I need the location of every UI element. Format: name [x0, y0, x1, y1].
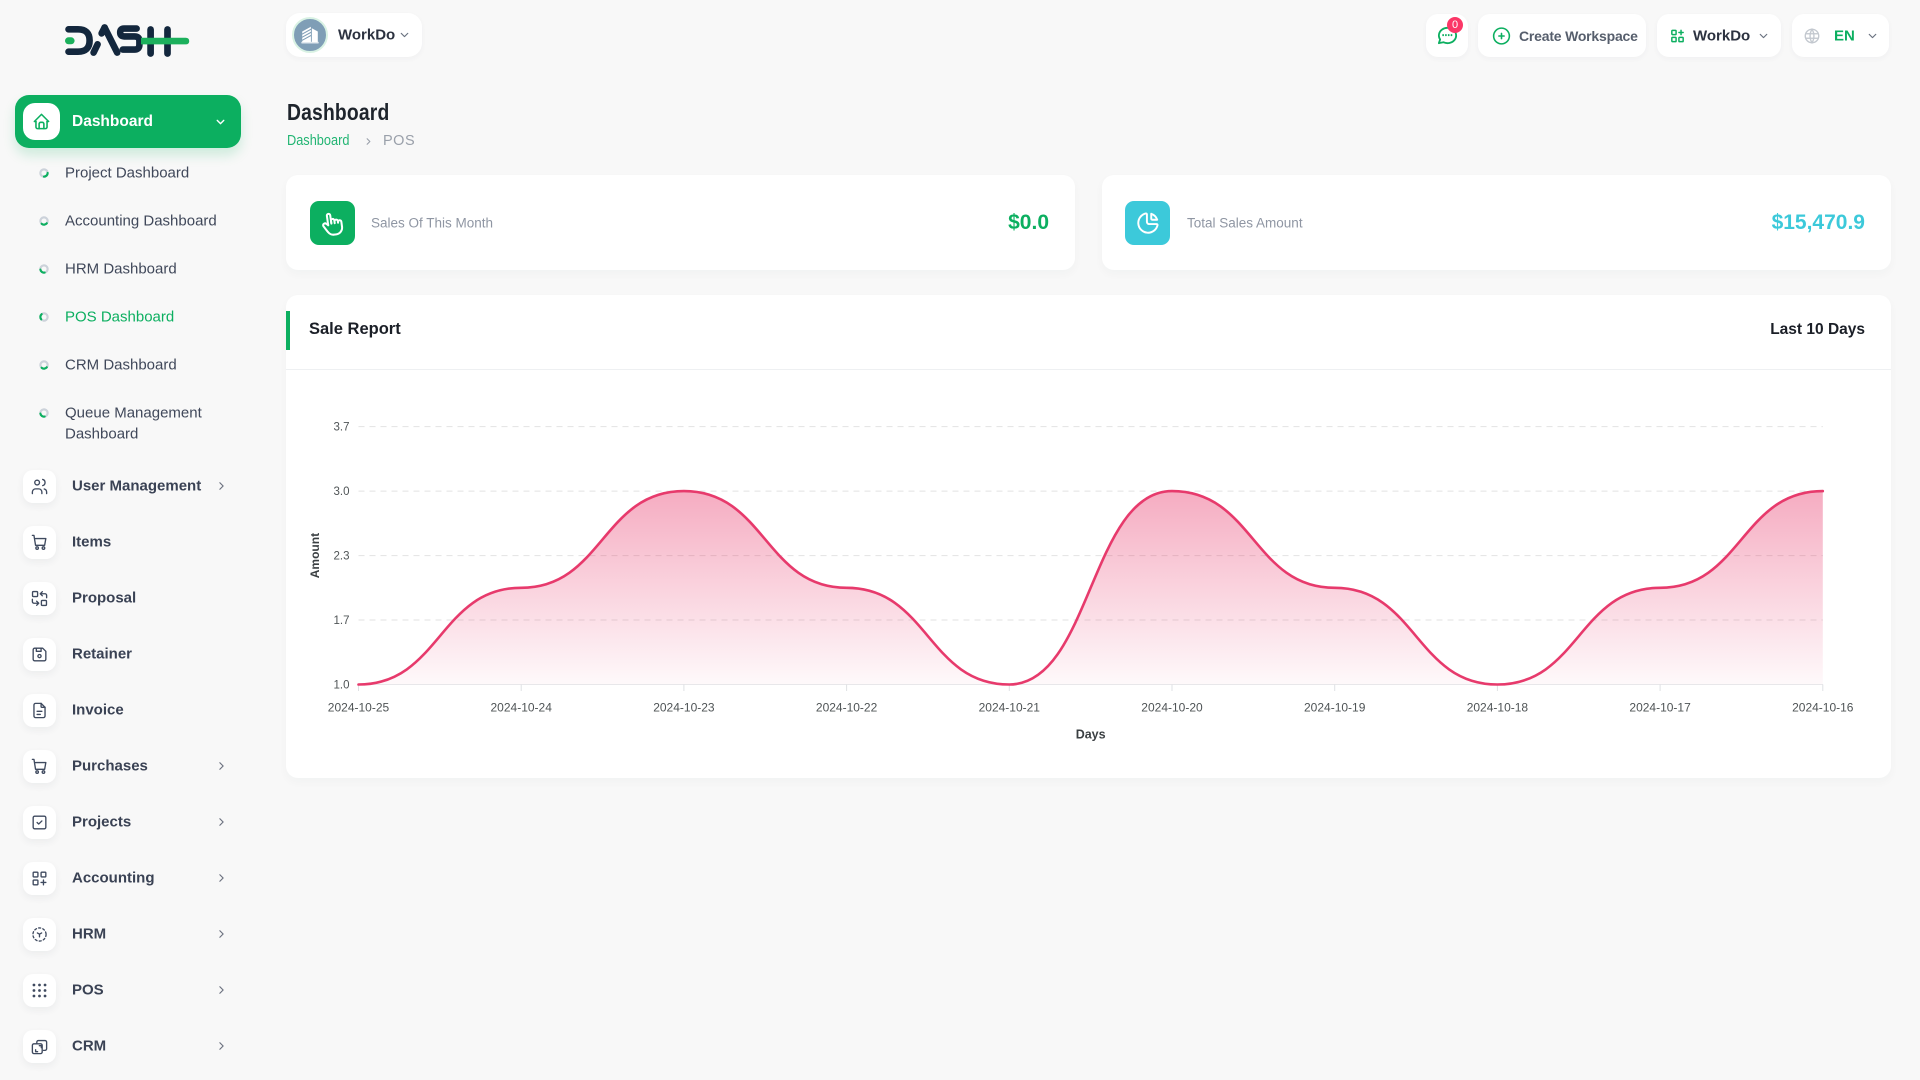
svg-text:2024-10-19: 2024-10-19: [1304, 701, 1366, 715]
svg-text:2024-10-23: 2024-10-23: [653, 701, 715, 715]
svg-text:3.7: 3.7: [334, 422, 350, 434]
svg-text:2024-10-22: 2024-10-22: [816, 701, 878, 715]
svg-text:2024-10-17: 2024-10-17: [1629, 701, 1691, 715]
svg-text:3.0: 3.0: [334, 486, 350, 498]
svg-text:2024-10-18: 2024-10-18: [1467, 701, 1529, 715]
svg-text:Amount: Amount: [308, 533, 322, 578]
svg-text:1.0: 1.0: [334, 680, 350, 692]
svg-text:2024-10-24: 2024-10-24: [491, 701, 553, 715]
svg-text:2024-10-16: 2024-10-16: [1792, 701, 1854, 715]
svg-text:Days: Days: [1076, 728, 1106, 742]
svg-text:1.7: 1.7: [334, 615, 350, 627]
svg-text:2024-10-20: 2024-10-20: [1141, 701, 1203, 715]
svg-text:2.3: 2.3: [334, 551, 350, 563]
svg-text:2024-10-21: 2024-10-21: [979, 701, 1041, 715]
svg-text:2024-10-25: 2024-10-25: [328, 701, 390, 715]
